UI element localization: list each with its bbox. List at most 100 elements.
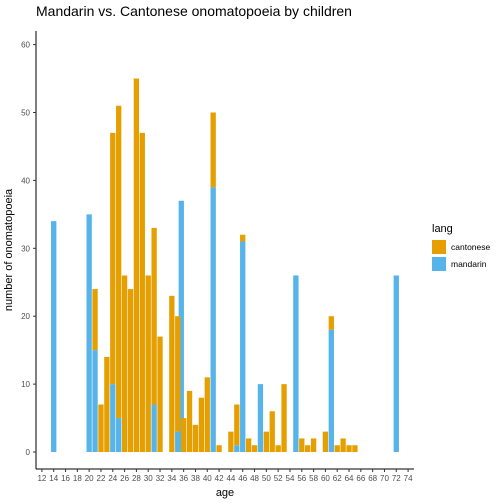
x-tick-label: 24 <box>108 474 117 483</box>
x-tick-label: 40 <box>203 474 212 483</box>
y-tick-label: 30 <box>21 244 30 253</box>
bar-cantonese <box>322 431 329 453</box>
bar-cantonese <box>216 445 222 453</box>
bar-mandarin <box>51 221 57 453</box>
x-tick-label: 32 <box>156 474 165 483</box>
legend-label-cantonese: cantonese <box>451 242 490 252</box>
x-tick-label: 30 <box>144 474 153 483</box>
x-tick-label: 74 <box>404 474 413 483</box>
bar-cantonese <box>169 295 175 453</box>
bar-cantonese <box>263 431 270 453</box>
x-tick-label: 68 <box>368 474 377 483</box>
bar-cantonese <box>145 275 151 453</box>
y-tick-label: 50 <box>21 108 30 117</box>
bar-mandarin <box>110 384 116 453</box>
bar-cantonese <box>269 411 275 453</box>
legend-title: lang <box>432 223 453 235</box>
y-tick-label: 0 <box>26 448 31 457</box>
bar-cantonese <box>192 424 199 453</box>
x-ticks: 12 14 16 18 20 22 24 26 28 30 32 34 36 38 40 42 44 46 48 50… <box>37 469 413 483</box>
bar-mandarin <box>210 187 216 453</box>
bar-cantonese <box>299 438 305 453</box>
x-tick-label: 36 <box>179 474 188 483</box>
bar-cantonese <box>186 390 193 453</box>
legend-key-cantonese <box>432 240 446 254</box>
bar-cantonese <box>352 445 358 453</box>
bar-cantonese <box>346 445 352 453</box>
bar-cantonese <box>210 112 216 188</box>
bar-cantonese <box>305 445 311 453</box>
bar-cantonese <box>240 234 246 242</box>
x-tick-label: 70 <box>380 474 389 483</box>
y-axis-title: number of onomatopoeia <box>3 188 15 311</box>
x-tick-label: 26 <box>120 474 129 483</box>
bar-mandarin <box>240 241 246 453</box>
x-tick-label: 64 <box>345 474 354 483</box>
bar-cantonese <box>328 316 334 330</box>
bar-cantonese <box>275 445 281 453</box>
x-tick-label: 58 <box>309 474 318 483</box>
legend-label-mandarin: mandarin <box>451 259 487 269</box>
bar-mandarin <box>151 404 157 453</box>
bar-cantonese <box>121 275 128 453</box>
bar-cantonese <box>245 438 252 453</box>
bar-cantonese <box>98 404 104 453</box>
x-tick-label: 56 <box>297 474 306 483</box>
x-tick-label: 46 <box>238 474 247 483</box>
bar-mandarin <box>86 214 92 453</box>
x-tick-label: 14 <box>49 474 58 483</box>
x-tick-label: 52 <box>274 474 283 483</box>
x-tick-label: 20 <box>85 474 94 483</box>
legend-key-mandarin <box>432 257 446 271</box>
bar-mandarin <box>116 418 122 453</box>
x-tick-label: 66 <box>356 474 365 483</box>
x-tick-label: 44 <box>226 474 235 483</box>
bar-cantonese <box>204 377 210 453</box>
x-tick-label: 22 <box>97 474 106 483</box>
bar-mandarin <box>175 431 181 453</box>
bar-cantonese <box>104 356 110 453</box>
bar-cantonese <box>340 438 346 453</box>
bar-cantonese <box>139 132 145 453</box>
bar-cantonese <box>151 227 157 405</box>
bar-cantonese <box>180 418 187 453</box>
bar-mandarin <box>328 329 334 453</box>
x-tick-label: 60 <box>321 474 330 483</box>
y-tick-label: 10 <box>21 380 30 389</box>
x-tick-label: 28 <box>132 474 141 483</box>
x-tick-label: 12 <box>37 474 46 483</box>
bar-mandarin <box>178 200 184 453</box>
bar-cantonese <box>310 438 317 453</box>
x-tick-label: 18 <box>73 474 82 483</box>
bar-mandarin <box>234 445 240 453</box>
y-tick-label: 60 <box>21 41 30 50</box>
bar-cantonese <box>127 289 134 453</box>
x-tick-label: 72 <box>392 474 401 483</box>
bar-cantonese <box>175 316 181 432</box>
bars-layer <box>51 78 399 453</box>
bar-cantonese <box>110 132 116 385</box>
bar-cantonese <box>133 78 140 453</box>
bar-mandarin <box>293 275 299 453</box>
x-tick-label: 42 <box>215 474 224 483</box>
x-tick-label: 62 <box>333 474 342 483</box>
x-tick-label: 34 <box>167 474 176 483</box>
bar-cantonese <box>198 397 205 453</box>
chart-title: Mandarin vs. Cantonese onomatopoeia by c… <box>36 3 352 19</box>
bar-mandarin <box>92 350 98 453</box>
bar-cantonese <box>116 105 122 419</box>
x-tick-label: 50 <box>262 474 271 483</box>
bar-cantonese <box>228 431 234 453</box>
y-tick-label: 40 <box>21 176 30 185</box>
x-tick-label: 16 <box>61 474 70 483</box>
bar-cantonese <box>92 289 98 351</box>
bar-cantonese <box>157 336 163 453</box>
y-tick-label: 20 <box>21 312 30 321</box>
x-axis-title: age <box>216 487 234 499</box>
bar-cantonese <box>251 445 258 453</box>
bar-cantonese <box>234 404 240 446</box>
legend: lang cantonese mandarin <box>432 223 490 271</box>
bar-cantonese <box>334 445 340 453</box>
bar-mandarin <box>257 384 264 453</box>
